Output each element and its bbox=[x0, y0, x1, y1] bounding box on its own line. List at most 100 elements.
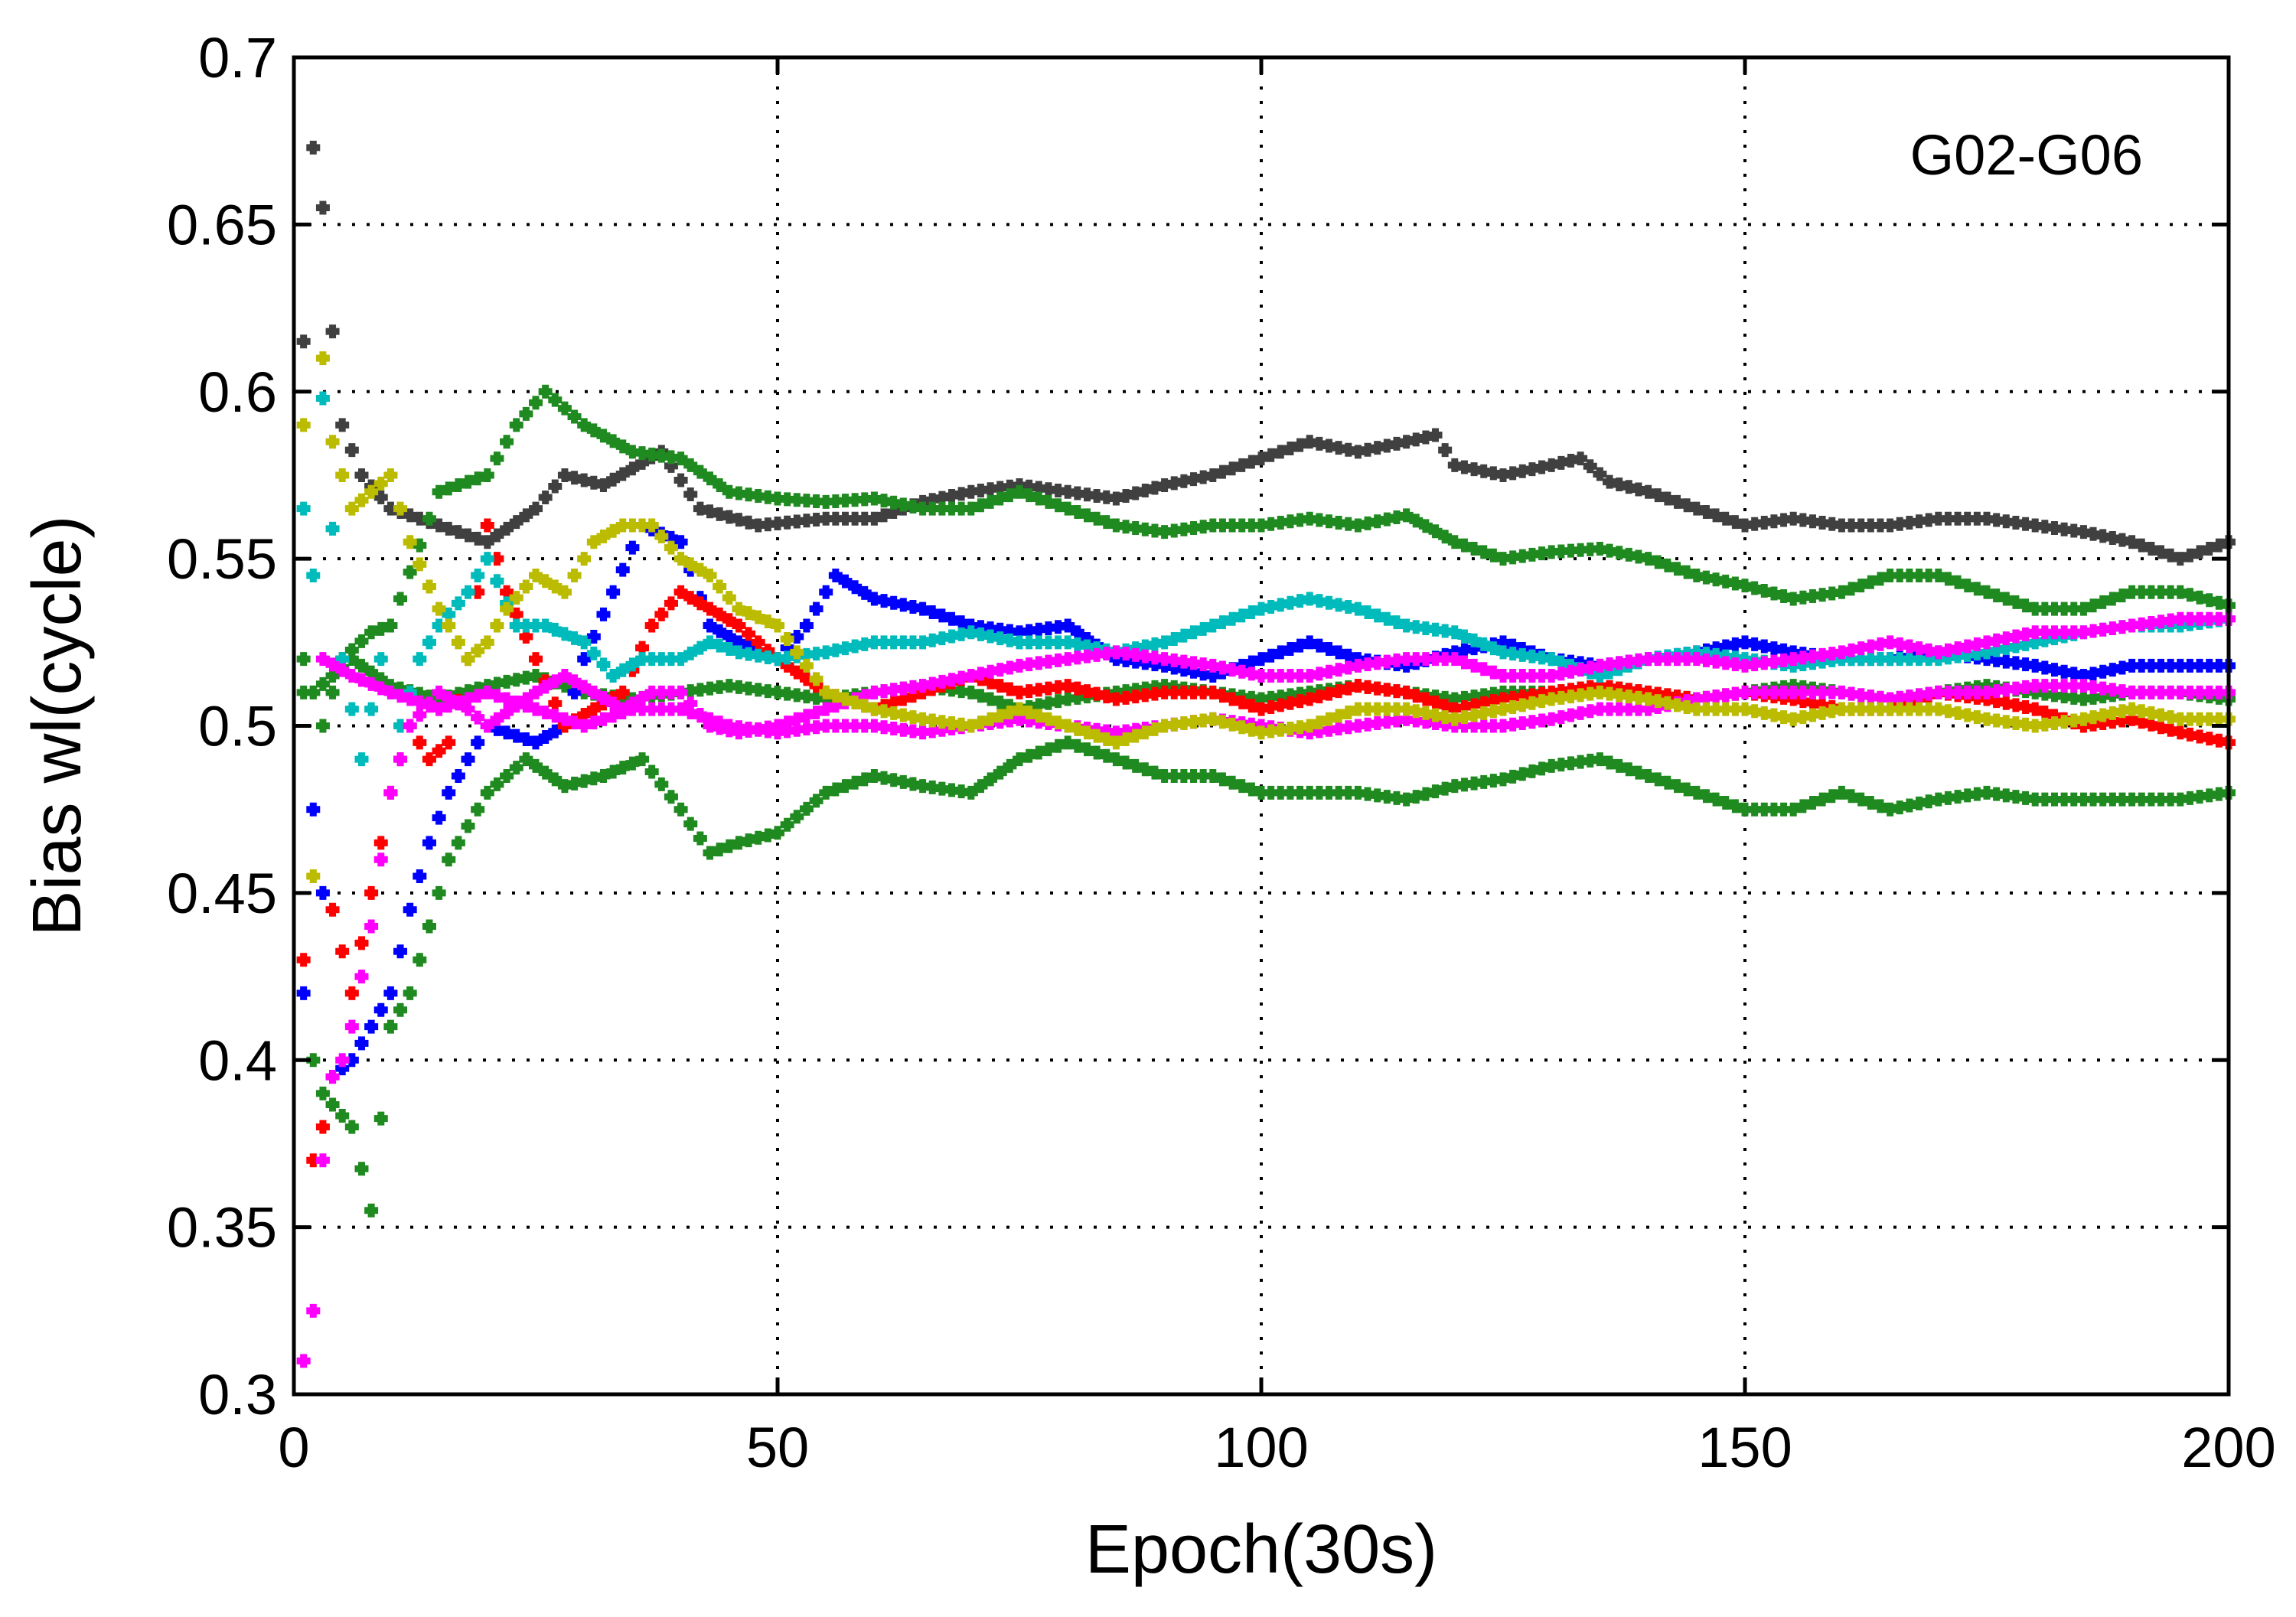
data-point bbox=[403, 902, 417, 917]
data-point bbox=[683, 458, 698, 472]
data-point bbox=[306, 685, 321, 699]
data-point bbox=[625, 756, 640, 771]
data-point bbox=[538, 680, 553, 694]
data-point bbox=[799, 658, 814, 673]
data-point bbox=[354, 658, 369, 673]
data-point bbox=[673, 585, 688, 599]
data-point bbox=[713, 579, 727, 594]
x-axis-title: Epoch(30s) bbox=[1085, 1511, 1437, 1588]
y-tick-label: 0.5 bbox=[198, 695, 277, 758]
data-point bbox=[306, 140, 321, 155]
data-series bbox=[296, 140, 2236, 1368]
data-point bbox=[354, 468, 369, 482]
data-point bbox=[354, 752, 369, 767]
data-point bbox=[325, 435, 340, 449]
data-point bbox=[413, 652, 427, 667]
data-point bbox=[722, 591, 736, 605]
data-point bbox=[373, 652, 388, 667]
data-point bbox=[442, 618, 456, 633]
data-point bbox=[790, 810, 804, 824]
data-point bbox=[538, 730, 553, 745]
data-point bbox=[480, 635, 494, 650]
data-point bbox=[461, 819, 475, 833]
data-point bbox=[296, 334, 311, 349]
data-point bbox=[819, 585, 833, 599]
data-point bbox=[790, 665, 804, 680]
data-point bbox=[577, 552, 592, 566]
data-point bbox=[983, 772, 998, 787]
data-point bbox=[1583, 459, 1597, 474]
data-point bbox=[373, 476, 388, 491]
data-point bbox=[780, 817, 794, 832]
data-point bbox=[538, 384, 553, 399]
data-point bbox=[683, 591, 698, 605]
data-point bbox=[490, 574, 504, 588]
data-point bbox=[383, 468, 398, 482]
data-point bbox=[529, 758, 543, 773]
data-point bbox=[529, 396, 543, 410]
data-point bbox=[325, 685, 340, 699]
data-point bbox=[373, 491, 388, 505]
data-point bbox=[644, 618, 659, 633]
data-point bbox=[344, 1019, 359, 1034]
data-point bbox=[771, 618, 784, 633]
data-point bbox=[567, 409, 582, 424]
data-point bbox=[606, 434, 621, 448]
data-point bbox=[373, 853, 388, 867]
data-point bbox=[693, 641, 707, 655]
data-point bbox=[538, 491, 553, 505]
data-point bbox=[993, 765, 1007, 780]
data-point bbox=[606, 668, 621, 683]
data-point bbox=[403, 565, 417, 579]
data-point bbox=[393, 1002, 408, 1017]
data-point bbox=[625, 657, 640, 672]
data-point bbox=[693, 596, 707, 611]
y-tick-label: 0.7 bbox=[198, 26, 277, 90]
data-point bbox=[373, 836, 388, 850]
data-point bbox=[615, 663, 630, 677]
data-point bbox=[586, 702, 601, 716]
y-tick-label: 0.4 bbox=[198, 1029, 277, 1092]
data-point bbox=[1486, 641, 1501, 656]
data-point bbox=[548, 393, 563, 407]
data-point bbox=[422, 752, 436, 767]
series-1 bbox=[296, 140, 2236, 566]
series-6 bbox=[296, 518, 2236, 1168]
x-tick-label: 100 bbox=[1214, 1416, 1308, 1479]
data-point bbox=[373, 1002, 388, 1017]
data-point bbox=[673, 452, 688, 466]
data-point bbox=[548, 579, 563, 594]
data-point bbox=[664, 540, 678, 555]
data-point bbox=[344, 702, 359, 716]
data-point bbox=[596, 769, 611, 784]
data-point bbox=[432, 885, 446, 900]
data-point bbox=[373, 681, 388, 696]
data-point bbox=[393, 944, 408, 959]
y-tick-label: 0.35 bbox=[167, 1196, 277, 1260]
data-point bbox=[413, 707, 427, 722]
data-point bbox=[644, 764, 659, 779]
data-point bbox=[480, 552, 494, 566]
data-point bbox=[683, 646, 698, 660]
data-point bbox=[548, 772, 563, 787]
data-point bbox=[974, 779, 988, 794]
data-point bbox=[451, 769, 465, 784]
data-point bbox=[703, 568, 717, 582]
data-point bbox=[1476, 637, 1491, 651]
data-point bbox=[315, 719, 330, 733]
data-point bbox=[393, 752, 408, 767]
data-point bbox=[354, 1036, 369, 1051]
data-point bbox=[509, 418, 523, 432]
data-point bbox=[471, 710, 485, 725]
data-point bbox=[615, 562, 630, 577]
data-point bbox=[480, 719, 494, 733]
data-point bbox=[538, 765, 553, 780]
data-point bbox=[654, 607, 669, 621]
data-point bbox=[838, 574, 853, 588]
data-point bbox=[538, 574, 553, 588]
data-point bbox=[344, 443, 359, 458]
data-point bbox=[809, 794, 823, 808]
data-point bbox=[383, 785, 398, 800]
data-point bbox=[548, 479, 563, 494]
y-tick-label: 0.45 bbox=[167, 862, 277, 925]
